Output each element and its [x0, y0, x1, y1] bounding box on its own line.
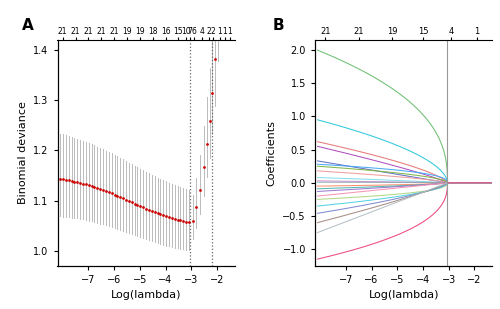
- Point: [128, 200, 136, 205]
- Point: [116, 195, 124, 200]
- Point: [130, 201, 138, 206]
- Point: [184, 220, 192, 225]
- Point: [204, 142, 212, 147]
- Point: [188, 218, 196, 223]
- Point: [165, 215, 173, 220]
- Point: [170, 216, 178, 221]
- Point: [142, 206, 150, 211]
- Point: [62, 177, 70, 182]
- Point: [139, 205, 147, 210]
- Point: [99, 188, 107, 193]
- Point: [214, 2, 222, 7]
- Point: [208, 90, 216, 95]
- X-axis label: Log(lambda): Log(lambda): [111, 290, 182, 300]
- X-axis label: Log(lambda): Log(lambda): [368, 290, 439, 300]
- Point: [114, 193, 122, 198]
- Point: [196, 188, 204, 193]
- Point: [211, 57, 219, 61]
- Point: [182, 219, 190, 224]
- Point: [76, 180, 84, 185]
- Point: [96, 187, 104, 192]
- Point: [156, 212, 164, 217]
- Y-axis label: Binomial deviance: Binomial deviance: [18, 102, 28, 204]
- Point: [79, 181, 87, 186]
- Text: B: B: [272, 18, 284, 33]
- Point: [125, 198, 133, 203]
- Point: [88, 184, 96, 188]
- Point: [176, 218, 184, 223]
- Point: [59, 177, 67, 182]
- Point: [162, 214, 170, 219]
- Point: [82, 182, 90, 187]
- Point: [70, 179, 78, 184]
- Point: [192, 205, 200, 210]
- Point: [102, 189, 110, 194]
- Point: [119, 196, 127, 201]
- Point: [206, 118, 214, 123]
- Point: [108, 191, 116, 196]
- Point: [68, 178, 76, 183]
- Point: [84, 183, 92, 188]
- Point: [168, 216, 176, 221]
- Point: [150, 210, 158, 214]
- Point: [174, 217, 182, 222]
- Point: [64, 178, 72, 183]
- Point: [159, 213, 167, 218]
- Point: [105, 190, 113, 195]
- Point: [90, 184, 98, 189]
- Point: [148, 208, 156, 213]
- Point: [56, 176, 64, 181]
- Point: [180, 219, 188, 224]
- Point: [94, 186, 102, 191]
- Point: [136, 204, 144, 209]
- Point: [154, 211, 162, 216]
- Y-axis label: Coefficients: Coefficients: [267, 120, 277, 186]
- Point: [145, 207, 153, 212]
- Point: [122, 197, 130, 202]
- Text: A: A: [22, 18, 34, 33]
- Point: [134, 202, 141, 207]
- Point: [74, 180, 82, 185]
- Point: [200, 165, 208, 170]
- Point: [110, 192, 118, 197]
